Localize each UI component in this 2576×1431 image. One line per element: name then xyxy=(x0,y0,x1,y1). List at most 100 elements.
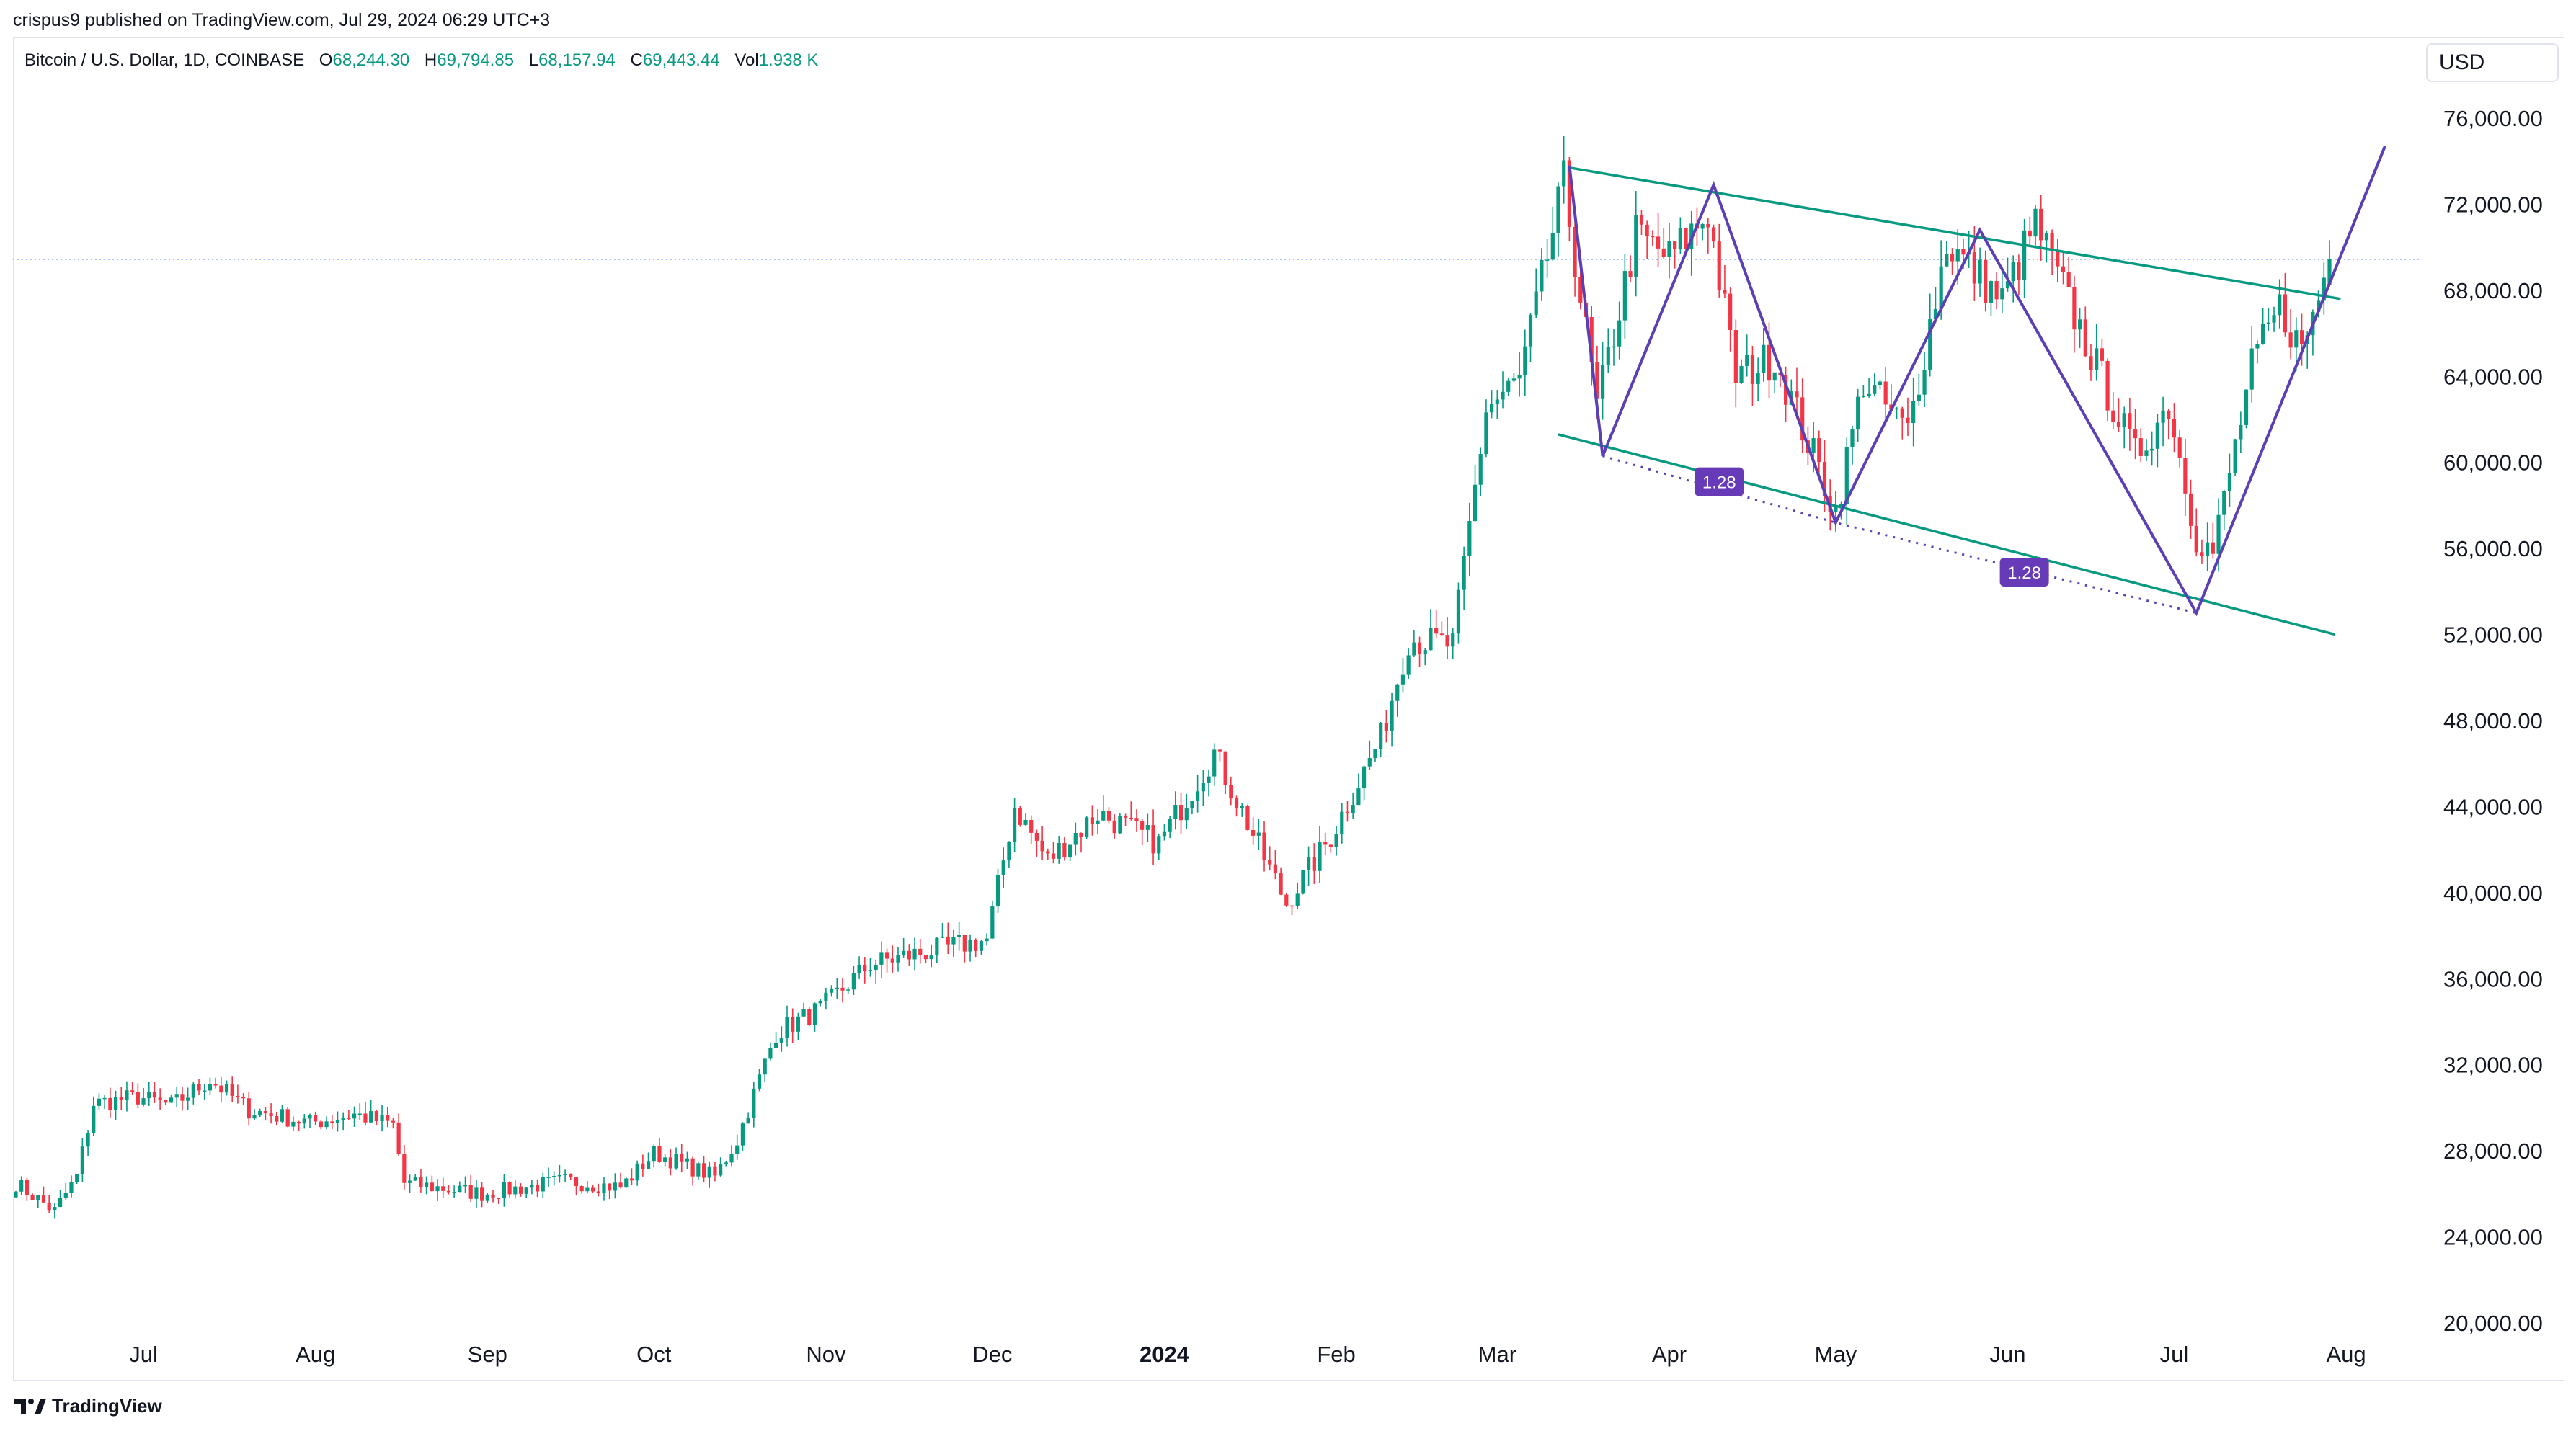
candle-body xyxy=(247,1098,251,1119)
candle-body xyxy=(47,1202,51,1211)
candle-body xyxy=(1911,401,1916,424)
candle-body xyxy=(330,1121,334,1123)
pattern-zigzag-line[interactable] xyxy=(1568,146,2386,617)
candle-body xyxy=(1490,404,1494,413)
y-tick-label: 48,000.00 xyxy=(2443,708,2543,734)
candle-body xyxy=(1212,749,1217,777)
x-tick-label: May xyxy=(1815,1342,1857,1367)
candle-body xyxy=(990,906,995,939)
candle-body xyxy=(1767,344,1772,381)
candle-body xyxy=(1894,408,1899,410)
candle-body xyxy=(680,1154,684,1162)
publisher-header: crispus9 published on TradingView.com, J… xyxy=(13,10,551,30)
y-tick-label: 64,000.00 xyxy=(2443,364,2543,389)
x-tick-label: Jun xyxy=(1990,1342,2026,1367)
candle-body xyxy=(1567,160,1571,227)
candle-body xyxy=(2111,410,2115,422)
candle-body xyxy=(518,1186,523,1194)
candle-body xyxy=(219,1085,223,1093)
candle-body xyxy=(1301,870,1305,894)
candle-body xyxy=(629,1178,634,1181)
candle-body xyxy=(1684,228,1688,249)
candle-body xyxy=(335,1120,340,1123)
candle-body xyxy=(1162,831,1167,837)
candle-body xyxy=(347,1118,351,1119)
candle-body xyxy=(302,1118,306,1124)
candle-body xyxy=(641,1163,645,1169)
candle-body xyxy=(585,1187,590,1192)
ratio-measure-line[interactable] xyxy=(1602,455,2197,615)
y-tick-label: 72,000.00 xyxy=(2443,192,2543,217)
candle-body xyxy=(452,1192,456,1193)
candle-body xyxy=(1279,873,1283,895)
ratio-badge[interactable] xyxy=(1695,467,1744,496)
candle-body xyxy=(63,1192,68,1198)
candle-body xyxy=(1240,806,1244,808)
candle-body xyxy=(1589,316,1594,362)
currency-selector[interactable]: USD xyxy=(2426,43,2559,82)
candle-body xyxy=(236,1095,240,1097)
candle-body xyxy=(241,1097,246,1099)
candle-body xyxy=(296,1121,301,1124)
candle-body xyxy=(995,875,1000,907)
candle-body xyxy=(164,1100,168,1103)
candle-body xyxy=(191,1084,195,1098)
candle-body xyxy=(791,1017,795,1032)
candle-body xyxy=(1617,320,1622,347)
channel-upper-line[interactable] xyxy=(1569,166,2341,300)
candle-body xyxy=(158,1097,162,1100)
candle-body xyxy=(569,1174,573,1177)
candle-body xyxy=(391,1120,396,1123)
y-tick-label: 36,000.00 xyxy=(2443,966,2543,991)
candle-body xyxy=(2227,473,2232,491)
chart-frame xyxy=(13,37,2564,1381)
candle-body xyxy=(1245,806,1250,830)
candle-body xyxy=(1040,840,1044,852)
channel-lower-line[interactable] xyxy=(1558,433,2336,636)
candle-body xyxy=(386,1115,390,1121)
candle-body xyxy=(1939,266,1943,309)
candle-body xyxy=(724,1162,728,1164)
candle-body xyxy=(2077,319,2082,330)
candle-body xyxy=(1528,314,1533,347)
candle-body xyxy=(530,1184,534,1188)
candle-body xyxy=(1989,281,1994,303)
candle-body xyxy=(590,1187,595,1192)
candle-body xyxy=(874,964,878,971)
candle-body xyxy=(1511,378,1516,381)
ratio-badge[interactable] xyxy=(1999,557,2049,587)
candle-body xyxy=(92,1105,96,1133)
candle-body xyxy=(1900,408,1904,418)
tradingview-brand-text: TradingView xyxy=(52,1395,162,1417)
symbol-name[interactable]: Bitcoin / U.S. Dollar, 1D, COINBASE xyxy=(25,50,305,70)
candle-body xyxy=(541,1177,545,1192)
candle-body xyxy=(113,1096,118,1110)
tradingview-logo[interactable]: TradingView xyxy=(14,1395,162,1417)
candle-body xyxy=(1434,628,1439,634)
candle-body xyxy=(2144,450,2149,456)
candle-body xyxy=(2194,525,2198,553)
candle-body xyxy=(957,935,961,937)
candle-body xyxy=(690,1158,695,1177)
candle-body xyxy=(507,1182,512,1195)
candle-body xyxy=(1928,319,1932,370)
candle-body xyxy=(1844,447,1849,504)
candle-body xyxy=(763,1058,767,1075)
candle-body xyxy=(402,1154,407,1183)
candle-body xyxy=(203,1090,207,1092)
candle-body xyxy=(1295,893,1300,906)
candle-body xyxy=(1323,842,1328,845)
candle-body xyxy=(2239,424,2243,440)
candle-body xyxy=(2278,294,2282,316)
candle-body xyxy=(468,1185,473,1199)
candle-body xyxy=(1573,226,1577,277)
candle-body xyxy=(1412,642,1416,656)
candle-body xyxy=(1972,252,1976,284)
candle-body xyxy=(1606,347,1610,365)
candles xyxy=(14,135,2332,1219)
candle-body xyxy=(1096,820,1100,824)
candle-body xyxy=(380,1115,384,1122)
candle-body xyxy=(1184,808,1189,821)
candle-body xyxy=(1523,346,1527,375)
